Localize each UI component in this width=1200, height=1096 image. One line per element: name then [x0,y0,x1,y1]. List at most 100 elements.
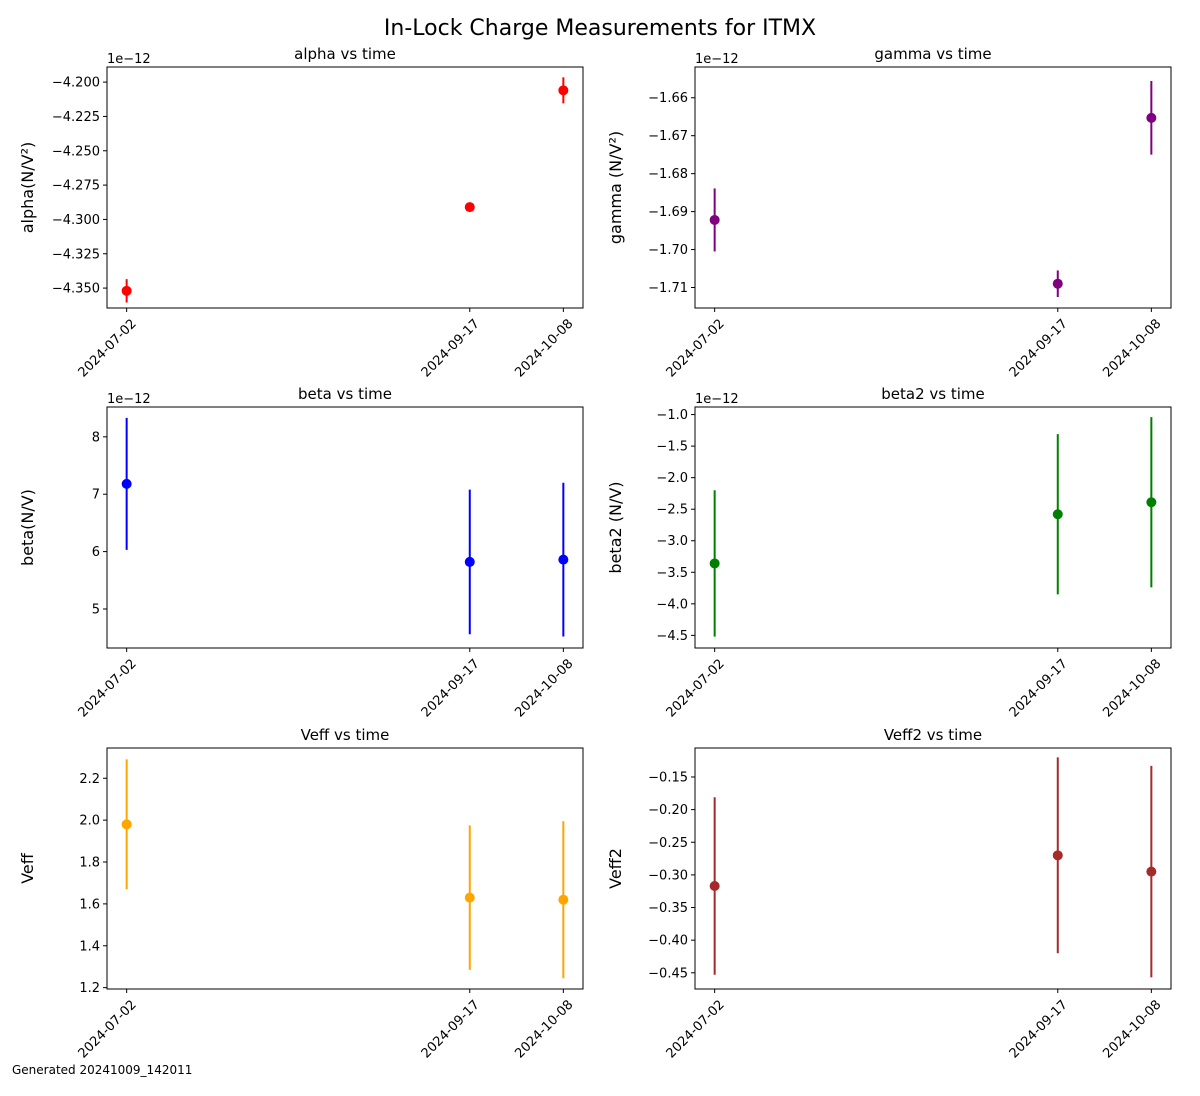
y-tick-label: −0.20 [648,803,688,818]
y-tick-label: −1.70 [648,243,688,258]
y-tick-label: −4.225 [52,110,100,125]
figure-suptitle: In-Lock Charge Measurements for ITMX [383,16,817,41]
x-tick-label: 2024-07-02 [664,656,728,720]
x-tick-label: 2024-10-08 [512,997,576,1061]
chart-panel-6: Veff2 vs time −0.45 −0.40 −0.35 −0.30 −0.25 −0… [606,726,1172,1061]
chart-title: Veff2 vs time [884,726,982,744]
chart-panel-4: beta2 vs time −4.5 −4.0 −3.5 −3.0 −2.5 −2.0 −1.… [606,385,1172,720]
axes-frame [694,406,1172,649]
data-point [1146,112,1157,123]
y-axis-label: Veff [18,852,37,884]
x-tick-label: 2024-09-17 [419,997,483,1061]
axes-frame [106,66,584,309]
axes-frame [106,406,584,649]
y-tick-label: 8 [92,430,100,445]
chart-title: beta vs time [298,385,392,403]
chart-title: Veff vs time [301,726,390,744]
y-tick-label: 2.2 [79,772,100,787]
data-point [1146,497,1157,508]
y-tick-label: −2.5 [656,503,688,518]
data-point [121,819,132,830]
y-tick-label: −3.5 [656,566,688,581]
y-tick-label: 1.2 [79,981,100,996]
x-tick-label: 2024-07-02 [664,316,728,380]
y-tick-label: −1.0 [656,408,688,423]
y-tick-label: −4.350 [52,282,100,297]
chart-panel-5: Veff vs time 1.2 1.4 1.6 1.8 2.0 2.2 Veff 2024-0… [18,726,584,1061]
y-tick-label: −1.69 [648,205,688,220]
chart-title: alpha vs time [294,45,396,63]
y-tick-label: −1.68 [648,167,688,182]
y-tick-label: −0.35 [648,901,688,916]
x-tick-label: 2024-09-17 [1007,316,1071,380]
y-tick-label: −3.0 [656,534,688,549]
data-point [1146,866,1157,877]
chart-title: beta2 vs time [881,385,984,403]
chart-panel-1: alpha vs time −4.350 −4.325 −4.300 −4.275 −4.… [18,45,584,380]
y-offset-label: 1e−12 [107,52,151,67]
x-tick-label: 2024-09-17 [419,656,483,720]
data-point [121,478,132,489]
x-tick-label: 2024-10-08 [1100,656,1164,720]
x-tick-label: 2024-07-02 [76,656,140,720]
x-tick-label: 2024-07-02 [76,997,140,1061]
x-tick-label: 2024-09-17 [419,316,483,380]
data-point [1052,509,1063,520]
y-axis-label: Veff2 [606,848,625,889]
data-point [558,554,569,565]
chart-panel-3: beta vs time 5 6 7 8 1e−12 beta(N/V) 2024-07-02… [18,385,584,720]
y-tick-label: −0.25 [648,836,688,851]
y-tick-label: −4.5 [656,629,688,644]
axes-frame [106,747,584,990]
x-tick-label: 2024-10-08 [512,316,576,380]
data-point [558,894,569,905]
y-tick-label: −0.45 [648,966,688,981]
data-point [1052,278,1063,289]
x-tick-label: 2024-10-08 [1100,997,1164,1061]
y-offset-label: 1e−12 [107,392,151,407]
y-tick-label: 7 [92,488,100,503]
y-axis-label: alpha(N/V²) [18,142,37,234]
y-axis-label: beta(N/V) [18,489,37,566]
chart-panel-2: gamma vs time −1.71 −1.70 −1.69 −1.68 −1.67 −1… [606,45,1172,380]
data-point [464,556,475,567]
data-point [709,214,720,225]
y-offset-label: 1e−12 [695,392,739,407]
data-point [1052,850,1063,861]
data-point [121,285,132,296]
y-tick-label: 2.0 [79,814,100,829]
y-axis-label: beta2 (N/V) [606,481,625,573]
data-point [464,892,475,903]
chart-title: gamma vs time [874,45,991,63]
y-tick-label: −1.67 [648,129,688,144]
y-tick-label: −4.200 [52,76,100,91]
x-tick-label: 2024-09-17 [1007,656,1071,720]
x-tick-label: 2024-10-08 [512,656,576,720]
data-point [709,558,720,569]
y-tick-label: −4.325 [52,247,100,262]
y-offset-label: 1e−12 [695,52,739,67]
axes-frame [694,747,1172,990]
y-tick-label: −0.30 [648,868,688,883]
y-tick-label: 5 [92,602,100,617]
y-tick-label: −1.66 [648,91,688,106]
x-tick-label: 2024-10-08 [1100,316,1164,380]
y-tick-label: −4.300 [52,213,100,228]
data-point [709,880,720,891]
data-point [558,85,569,96]
x-tick-label: 2024-09-17 [1007,997,1071,1061]
y-tick-label: −0.15 [648,770,688,785]
x-tick-label: 2024-07-02 [664,997,728,1061]
y-tick-label: 1.8 [79,856,100,871]
y-tick-label: −4.250 [52,144,100,159]
y-axis-label: gamma (N/V²) [606,131,625,244]
generated-footer: Generated 20241009_142011 [12,1063,193,1077]
x-tick-label: 2024-07-02 [76,316,140,380]
y-tick-label: 6 [92,545,100,560]
y-tick-label: 1.4 [79,939,100,954]
y-tick-label: 1.6 [79,897,100,912]
axes-frame [694,66,1172,309]
y-tick-label: −2.0 [656,471,688,486]
